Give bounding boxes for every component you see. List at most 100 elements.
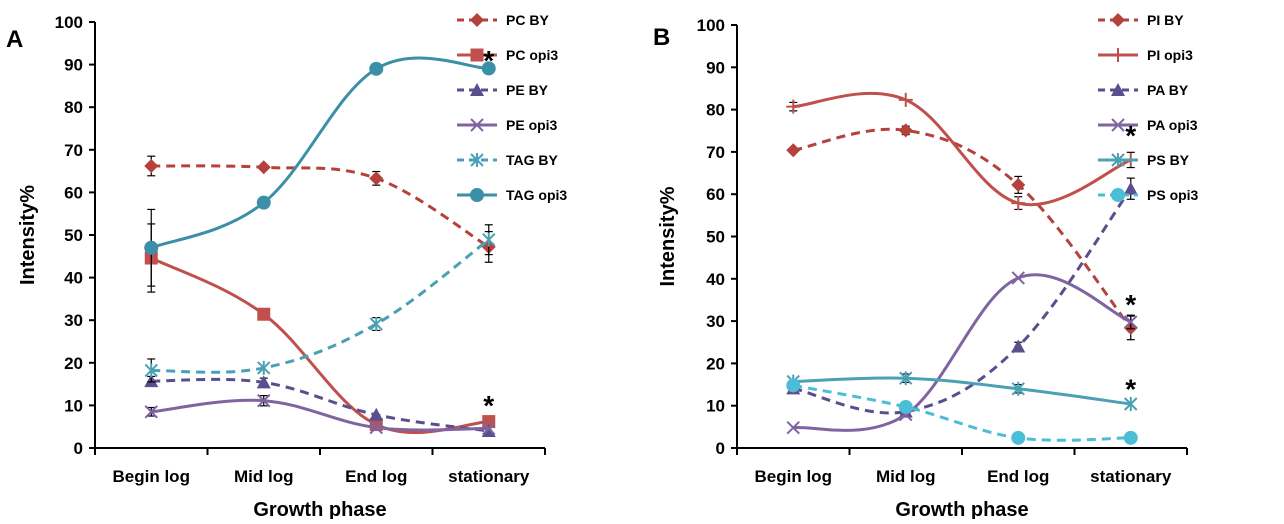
legend-label: PE BY — [506, 82, 549, 98]
x-tick-label: Begin log — [755, 467, 832, 486]
series-ps-by — [786, 371, 1138, 412]
data-point — [1124, 397, 1138, 412]
legend-marker — [470, 188, 484, 202]
y-tick-label: 20 — [706, 354, 725, 373]
series-pe-by — [144, 374, 496, 437]
legend-marker — [470, 48, 484, 62]
data-point — [1011, 196, 1026, 211]
x-tick-label: Mid log — [234, 467, 293, 486]
y-tick-label: 40 — [64, 269, 83, 288]
chart-panel-a: A 0 10 20 30 40 50 60 70 80 90 100 Begin log Mid log E… — [6, 12, 567, 521]
legend-label: PC BY — [506, 12, 549, 28]
y-tick-label: 30 — [706, 312, 725, 331]
legend-label: PI BY — [1147, 12, 1184, 28]
data-point — [257, 307, 271, 321]
y-tick-label: 10 — [706, 397, 725, 416]
legend-entry: PC opi3 — [457, 47, 558, 63]
y-tick-label: 80 — [706, 101, 725, 120]
series-tag-by — [144, 224, 496, 383]
legend-marker — [470, 153, 484, 167]
y-axis-title: Intensity% — [17, 185, 39, 285]
data-point — [369, 407, 384, 421]
series-pa-opi3 — [786, 271, 1138, 435]
data-point — [482, 232, 496, 247]
legend-marker — [1111, 48, 1125, 62]
legend-label: PC opi3 — [506, 47, 558, 63]
series-line — [793, 91, 1132, 207]
x-tick-label: stationary — [448, 467, 530, 486]
x-tick-label: Mid log — [876, 467, 935, 486]
y-tick-label: 20 — [64, 354, 83, 373]
data-point — [786, 143, 801, 158]
legend-marker — [470, 118, 484, 132]
data-point — [256, 375, 271, 389]
series-line — [150, 56, 489, 250]
series-pi-opi3 — [786, 91, 1138, 211]
legend-entry: PA opi3 — [1098, 117, 1198, 133]
data-point — [257, 360, 271, 375]
significance-asterisk: * — [1125, 374, 1136, 405]
legend-entry: PI BY — [1098, 12, 1184, 28]
legend-label: PE opi3 — [506, 117, 558, 133]
y-tick-label: 70 — [64, 141, 83, 160]
data-point — [481, 423, 496, 437]
data-point — [898, 123, 913, 138]
series-tag-opi3 — [144, 56, 496, 287]
series-pc-opi3 — [144, 223, 496, 435]
data-point — [899, 371, 913, 386]
y-tick-label: 50 — [64, 226, 83, 245]
series-line — [792, 187, 1132, 415]
data-point — [256, 195, 271, 210]
legend-entry: PE opi3 — [457, 117, 558, 133]
series-pc-by — [144, 155, 496, 263]
y-axis-title: Intensity% — [657, 186, 679, 286]
x-tick-label: stationary — [1090, 467, 1172, 486]
y-tick-label: 10 — [64, 396, 83, 415]
series-line — [793, 273, 1132, 432]
data-point — [898, 399, 913, 414]
y-tick-label: 90 — [706, 58, 725, 77]
y-tick-label: 0 — [716, 439, 725, 458]
legend-label: PA BY — [1147, 82, 1189, 98]
legend-label: PS BY — [1147, 152, 1190, 168]
y-tick-label: 90 — [64, 56, 83, 75]
legend-entry: PI opi3 — [1098, 47, 1193, 63]
x-tick-label: End log — [345, 467, 407, 486]
data-point — [144, 363, 158, 378]
series-ps-opi3 — [786, 378, 1138, 445]
y-tick-label: 70 — [706, 143, 725, 162]
data-point — [481, 61, 496, 76]
y-tick-label: 40 — [706, 270, 725, 289]
panel-label: A — [6, 26, 23, 53]
data-point — [1011, 177, 1026, 192]
data-point — [369, 171, 384, 186]
data-point — [144, 240, 159, 255]
panel-label: B — [653, 24, 670, 51]
data-point — [1011, 339, 1026, 353]
series-pe-opi3 — [144, 394, 496, 436]
chart-panel-b: B 0 10 20 30 40 50 60 70 80 90 100 Begin log Mid log E… — [653, 12, 1199, 521]
data-point — [786, 420, 800, 435]
series-line — [793, 376, 1131, 406]
data-point — [1124, 315, 1138, 329]
legend-entry: PC BY — [457, 12, 549, 28]
y-tick-label: 60 — [64, 183, 83, 202]
legend-label: PI opi3 — [1147, 47, 1193, 63]
legend-entry: PE BY — [457, 82, 549, 98]
y-tick-label: 100 — [55, 13, 83, 32]
x-tick-label: End log — [987, 467, 1049, 486]
y-tick-label: 30 — [64, 311, 83, 330]
series-line — [792, 383, 1131, 442]
data-point — [144, 405, 158, 419]
legend-marker — [1111, 118, 1125, 132]
series-line — [151, 164, 490, 249]
legend-entry: PA BY — [1098, 82, 1189, 98]
x-axis-title: Growth phase — [895, 499, 1028, 519]
series-line — [150, 256, 489, 435]
data-point — [898, 92, 913, 107]
legend-marker — [470, 83, 484, 96]
legend-label: TAG BY — [506, 152, 559, 168]
legend-marker — [1111, 13, 1125, 27]
data-point — [1011, 381, 1025, 396]
